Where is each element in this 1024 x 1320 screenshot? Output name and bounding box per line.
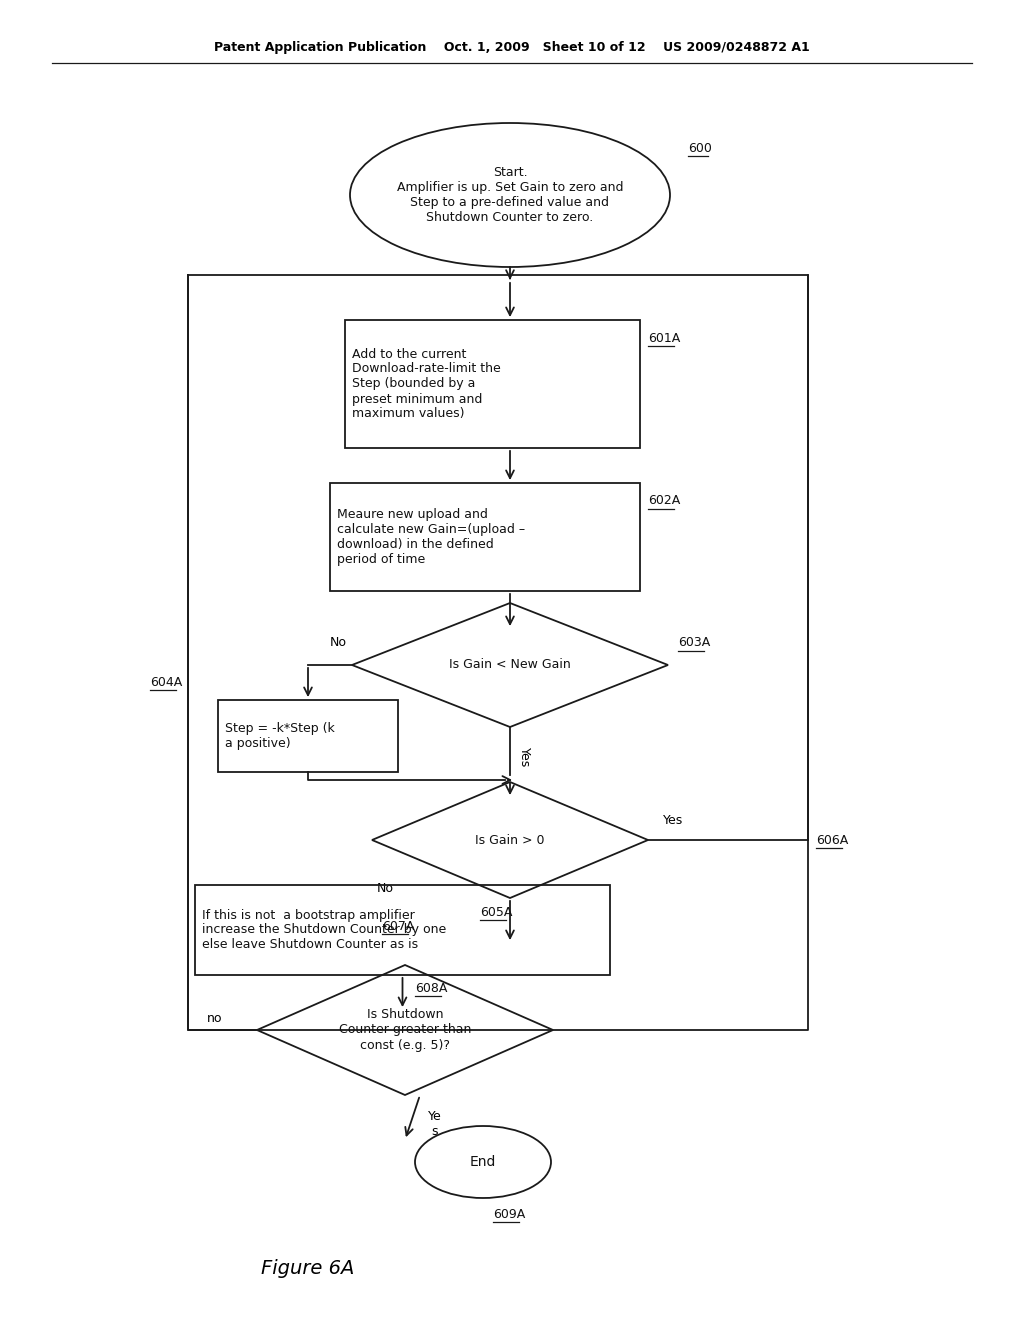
Text: Start.
Amplifier is up. Set Gain to zero and
Step to a pre-defined value and
Shu: Start. Amplifier is up. Set Gain to zero…: [396, 166, 624, 224]
Text: Is Shutdown
Counter greater than
const (e.g. 5)?: Is Shutdown Counter greater than const (…: [339, 1008, 471, 1052]
Text: 602A: 602A: [648, 495, 680, 507]
Text: 603A: 603A: [678, 636, 711, 649]
Bar: [195, 884, 610, 975]
Text: Add to the current
Download-rate-limit the
Step (bounded by a
preset minimum and: Add to the current Download-rate-limit t…: [352, 347, 501, 421]
Text: Step = -k*Step (k
a positive): Step = -k*Step (k a positive): [225, 722, 335, 750]
Text: No: No: [330, 636, 347, 649]
Text: 608A: 608A: [415, 982, 447, 994]
Text: Yes: Yes: [663, 813, 683, 826]
Text: End: End: [470, 1155, 497, 1170]
Text: 607A: 607A: [382, 920, 415, 932]
Text: Yes: Yes: [518, 747, 531, 767]
Text: 609A: 609A: [493, 1208, 525, 1221]
Text: Figure 6A: Figure 6A: [261, 1258, 354, 1278]
Text: no: no: [207, 1011, 222, 1024]
Text: 604A: 604A: [150, 676, 182, 689]
Bar: [330, 483, 640, 591]
Bar: [218, 700, 398, 772]
Text: 600: 600: [688, 141, 712, 154]
Text: No: No: [377, 883, 394, 895]
Text: Is Gain > 0: Is Gain > 0: [475, 833, 545, 846]
Text: 605A: 605A: [480, 906, 512, 919]
Text: 601A: 601A: [648, 331, 680, 345]
Text: Patent Application Publication    Oct. 1, 2009   Sheet 10 of 12    US 2009/02488: Patent Application Publication Oct. 1, 2…: [214, 41, 810, 54]
Text: If this is not  a bootstrap amplifier
increase the Shutdown Counter by one
else : If this is not a bootstrap amplifier inc…: [202, 908, 446, 952]
Text: Ye
s: Ye s: [428, 1110, 442, 1138]
Text: Meaure new upload and
calculate new Gain=(upload –
download) in the defined
peri: Meaure new upload and calculate new Gain…: [337, 508, 525, 566]
Text: Is Gain < New Gain: Is Gain < New Gain: [450, 659, 570, 672]
Bar: [345, 319, 640, 447]
Text: 606A: 606A: [816, 833, 848, 846]
